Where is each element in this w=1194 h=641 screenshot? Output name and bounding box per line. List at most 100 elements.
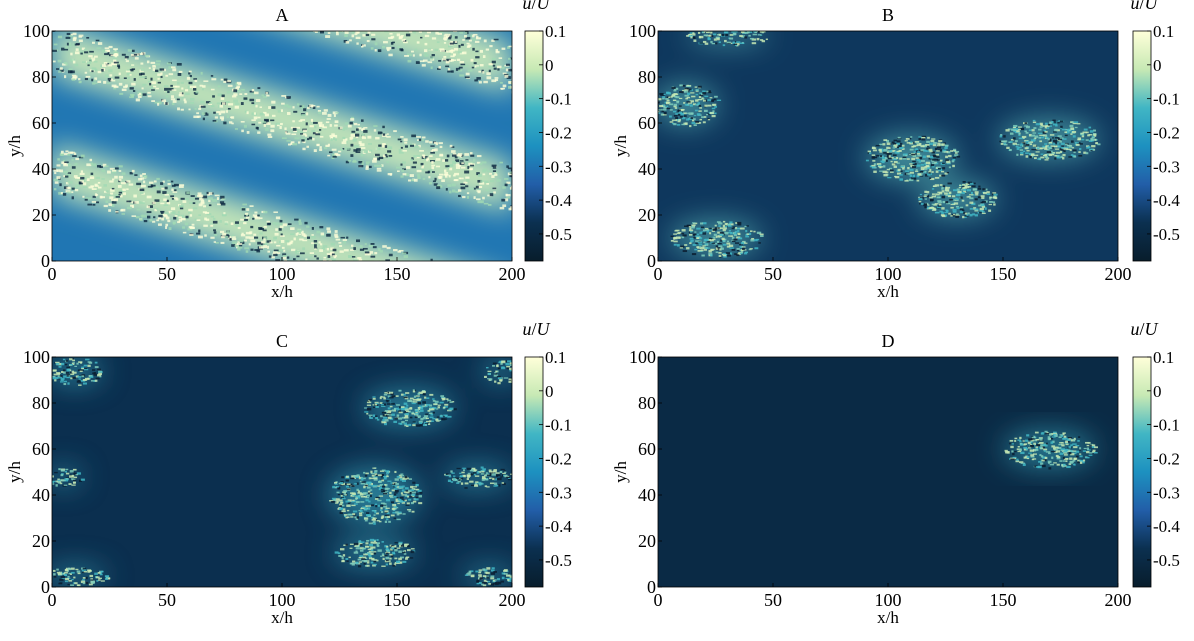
y-tick-label: 20: [638, 205, 656, 225]
x-axis-label: x/h: [877, 282, 899, 301]
x-tick-label: 50: [764, 590, 782, 610]
x-tick-label: 150: [990, 590, 1017, 610]
colorbar-tick-label: 0.1: [1153, 348, 1174, 367]
y-tick-label: 80: [32, 393, 50, 413]
colorbar: 0.1 0 -0.1 -0.2 -0.3 -0.4 -0.5 u/U: [522, 319, 572, 588]
colorbar-tick-label: 0: [1153, 382, 1162, 401]
x-tick-label: 150: [384, 590, 411, 610]
panel-title: B: [882, 5, 894, 25]
y-tick-label: 40: [32, 159, 50, 179]
y-tick-label: 60: [638, 113, 656, 133]
colorbar-gradient: [1132, 356, 1152, 588]
x-tick-label: 100: [875, 264, 902, 284]
colorbar-tick-label: -0.3: [1153, 157, 1180, 176]
panel-title: D: [882, 331, 895, 351]
y-tick-label: 40: [32, 485, 50, 505]
x-tick-label: 150: [384, 264, 411, 284]
y-tick-label: 40: [638, 485, 656, 505]
y-tick-label: 0: [41, 577, 50, 597]
colorbar-tick-label: -0.1: [1153, 90, 1180, 109]
x-axis-label: x/h: [877, 608, 899, 627]
x-axis-label: x/h: [271, 608, 293, 627]
colorbar-tick-label: 0: [545, 56, 554, 75]
x-tick-label: 200: [1105, 590, 1132, 610]
colorbar-tick-label: 0.1: [545, 348, 566, 367]
panel-title: A: [276, 5, 289, 25]
turbulent-spot: [52, 566, 108, 585]
y-tick-label: 60: [32, 113, 50, 133]
colorbar-gradient: [524, 356, 544, 588]
heatmap-plot-area: [658, 357, 1118, 587]
colorbar-tick-label: -0.2: [1153, 123, 1180, 142]
panel-c: 0 50 100 150 200020406080100x/hy/hC0.10-0.1-…: [5, 319, 572, 627]
colorbar-tick-label: 0: [1153, 56, 1162, 75]
x-tick-label: 150: [990, 264, 1017, 284]
heatmap-plot-area: [658, 31, 1118, 261]
y-tick-label: 0: [647, 577, 656, 597]
y-tick-label: 100: [629, 21, 656, 41]
colorbar-label: u/U: [1130, 0, 1158, 13]
x-tick-label: 50: [158, 264, 176, 284]
y-tick-label: 0: [41, 251, 50, 271]
colorbar-tick-label: -0.3: [545, 157, 572, 176]
y-axis-label: y/h: [611, 461, 630, 483]
colorbar-label: u/U: [522, 0, 550, 13]
colorbar: 0.1 0 -0.1 -0.2 -0.3 -0.4 -0.5 u/U: [1130, 319, 1180, 588]
heatmap-plot-area: [52, 31, 512, 261]
y-tick-label: 20: [32, 531, 50, 551]
x-tick-label: 0: [48, 264, 57, 284]
y-tick-label: 100: [23, 347, 50, 367]
x-tick-label: 100: [875, 590, 902, 610]
heatmap-background: [658, 357, 1118, 587]
y-tick-label: 100: [629, 347, 656, 367]
x-tick-label: 0: [654, 264, 663, 284]
y-axis-label: y/h: [5, 135, 24, 157]
y-tick-label: 60: [32, 439, 50, 459]
x-tick-label: 200: [1105, 264, 1132, 284]
colorbar-tick-label: 0.1: [1153, 22, 1174, 41]
y-tick-label: 80: [32, 67, 50, 87]
x-tick-label: 200: [499, 264, 526, 284]
colorbar-tick-label: -0.5: [545, 225, 572, 244]
x-tick-label: 100: [269, 590, 296, 610]
x-tick-label: 50: [764, 264, 782, 284]
colorbar-tick-label: -0.3: [1153, 483, 1180, 502]
colorbar-tick-label: -0.1: [545, 90, 572, 109]
y-tick-label: 40: [638, 159, 656, 179]
y-axis-label: y/h: [611, 135, 630, 157]
x-tick-label: 50: [158, 590, 176, 610]
colorbar-tick-label: -0.5: [1153, 551, 1180, 570]
colorbar-tick-label: 0.1: [545, 22, 566, 41]
y-tick-label: 20: [638, 531, 656, 551]
colorbar-gradient: [1132, 30, 1152, 262]
colorbar-tick-label: -0.1: [1153, 416, 1180, 435]
colorbar-tick-label: -0.4: [545, 191, 572, 210]
heatmap-plot-area: [52, 357, 512, 587]
panel-a: 0 50 100 150 200020406080100x/hy/hA0.10-0.1-…: [5, 0, 572, 301]
panel-title: C: [276, 331, 288, 351]
y-tick-label: 100: [23, 21, 50, 41]
colorbar-tick-label: -0.1: [545, 416, 572, 435]
colorbar-tick-label: -0.2: [545, 449, 572, 468]
colorbar-label: u/U: [1130, 319, 1158, 339]
y-axis-label: y/h: [5, 461, 24, 483]
colorbar-tick-label: 0: [545, 382, 554, 401]
panel-d: 0 50 100 150 200020406080100x/hy/hD0.10-0.1-…: [611, 319, 1180, 627]
x-tick-label: 0: [654, 590, 663, 610]
y-tick-label: 20: [32, 205, 50, 225]
colorbar-tick-label: -0.4: [545, 517, 572, 536]
colorbar-tick-label: -0.5: [545, 551, 572, 570]
y-tick-label: 80: [638, 67, 656, 87]
turbulent-spot: [328, 467, 420, 523]
colorbar-tick-label: -0.5: [1153, 225, 1180, 244]
colorbar-tick-label: -0.2: [1153, 449, 1180, 468]
colorbar-tick-label: -0.2: [545, 123, 572, 142]
colorbar: 0.1 0 -0.1 -0.2 -0.3 -0.4 -0.5 u/U: [522, 0, 572, 262]
x-tick-label: 100: [269, 264, 296, 284]
colorbar: 0.1 0 -0.1 -0.2 -0.3 -0.4 -0.5 u/U: [1130, 0, 1180, 262]
x-tick-label: 0: [48, 590, 57, 610]
colorbar-tick-label: -0.4: [1153, 517, 1180, 536]
turbulent-band: [52, 143, 443, 261]
y-tick-label: 0: [647, 251, 656, 271]
